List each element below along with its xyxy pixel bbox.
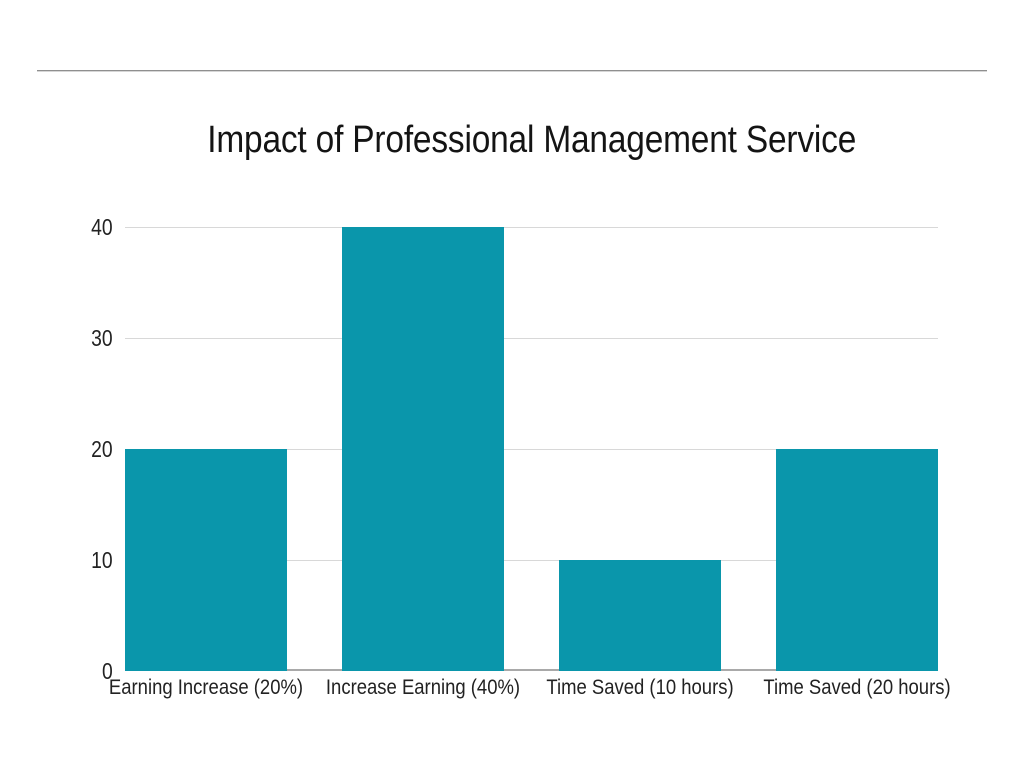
bar-4 bbox=[776, 449, 938, 671]
x-axis-label-cell-4: Time Saved (20 hours) bbox=[763, 676, 950, 702]
x-axis-label-1: Earning Increase (20%) bbox=[108, 676, 304, 699]
x-axis-label-cell-1: Earning Increase (20%) bbox=[109, 676, 303, 702]
y-axis-tick-label-10: 10 bbox=[91, 547, 113, 573]
chart-title: Impact of Professional Management Servic… bbox=[105, 119, 958, 162]
x-axis-label-cell-3: Time Saved (10 hours) bbox=[546, 676, 733, 702]
y-axis-tick-label-0: 0 bbox=[102, 658, 113, 684]
gridline-30 bbox=[125, 338, 938, 339]
y-axis-tick-label-20: 20 bbox=[91, 436, 113, 462]
x-axis-label-4: Time Saved (20 hours) bbox=[763, 676, 951, 699]
x-axis-labels: Earning Increase (20%) Increase Earning (… bbox=[109, 676, 951, 702]
plot-area bbox=[125, 227, 938, 671]
x-axis-label-3: Time Saved (10 hours) bbox=[546, 676, 734, 699]
bar-1 bbox=[125, 449, 287, 671]
gridline-40 bbox=[125, 227, 938, 228]
gridline-10 bbox=[125, 560, 938, 561]
bars-row bbox=[125, 227, 938, 671]
y-axis-labels: 0 10 20 30 40 bbox=[0, 214, 113, 684]
gridline-20 bbox=[125, 449, 938, 450]
x-axis-baseline bbox=[125, 669, 938, 671]
chart-title-text: Impact of Professional Management Servic… bbox=[207, 119, 856, 161]
horizontal-divider-line bbox=[37, 70, 987, 72]
x-axis-label-cell-2: Increase Earning (40%) bbox=[326, 676, 520, 702]
y-axis-tick-label-30: 30 bbox=[91, 325, 113, 351]
y-axis-tick-label-40: 40 bbox=[91, 214, 113, 240]
x-axis-label-2: Increase Earning (40%) bbox=[325, 676, 521, 699]
bar-2 bbox=[342, 227, 504, 671]
bar-3 bbox=[559, 560, 721, 671]
